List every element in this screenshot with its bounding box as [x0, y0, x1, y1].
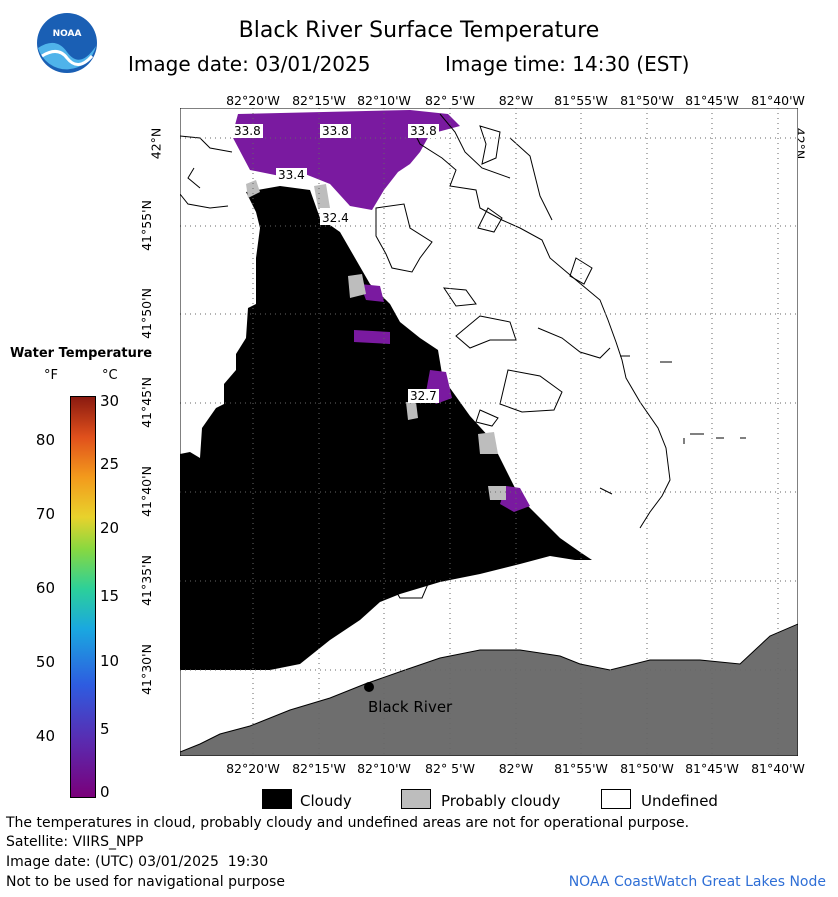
lon-tick: 82°20'W	[226, 93, 280, 108]
cloudy-swatch	[262, 789, 292, 809]
lon-tick: 81°40'W	[751, 761, 805, 776]
lat-tick: 41°40'N	[138, 466, 154, 517]
c-tick: 15	[100, 587, 120, 605]
c-tick: 25	[100, 455, 120, 473]
lon-tick: 81°55'W	[554, 93, 608, 108]
unit-fahrenheit: °F	[44, 368, 58, 383]
temp-label: 33.8	[232, 124, 263, 138]
lat-tick: 41°35'N	[138, 555, 154, 606]
logo-text: NOAA	[53, 29, 82, 39]
lon-tick: 81°55'W	[554, 761, 608, 776]
lon-tick: 82°W	[498, 761, 534, 776]
lon-tick: 81°45'W	[685, 93, 739, 108]
navigation-note: Not to be used for navigational purpose	[6, 874, 285, 890]
cloud-area	[180, 186, 592, 670]
temp-label: 32.4	[320, 211, 351, 225]
undefined-contours	[180, 113, 671, 599]
satellite-text: Satellite: VIIRS_NPP	[6, 834, 144, 850]
probably-cloudy-patch	[348, 274, 366, 298]
lon-tick: 82°15'W	[292, 761, 346, 776]
lon-tick: 82°10'W	[357, 93, 411, 108]
f-tick: 70	[35, 505, 55, 523]
lon-tick: 82°W	[498, 93, 534, 108]
lon-tick: 81°45'W	[685, 761, 739, 776]
lon-tick: 81°50'W	[620, 761, 674, 776]
c-tick: 10	[100, 652, 120, 670]
f-tick: 80	[35, 431, 55, 449]
water-temp-patch	[354, 330, 390, 344]
image-date-label: Image date: 03/01/2025	[128, 52, 371, 76]
f-tick: 50	[35, 653, 55, 671]
credit-text: NOAA CoastWatch Great Lakes Node	[568, 874, 826, 890]
black-river-marker	[364, 682, 374, 692]
color-scale-bar	[70, 396, 96, 798]
lon-tick: 82° 5'W	[425, 93, 475, 108]
lon-tick: 81°50'W	[620, 93, 674, 108]
c-tick: 5	[100, 720, 110, 738]
lat-tick: 42°N	[148, 127, 164, 160]
graticule	[180, 108, 798, 756]
disclaimer-text: The temperatures in cloud, probably clou…	[6, 815, 690, 831]
c-tick: 0	[100, 783, 110, 801]
lat-tick: 41°55'N	[138, 200, 154, 251]
noaa-logo: NOAA	[36, 12, 98, 74]
lat-tick: 41°45'N	[138, 377, 154, 428]
water-temp-patch	[500, 486, 530, 512]
lon-tick: 82° 5'W	[425, 761, 475, 776]
temp-label: 33.4	[276, 168, 307, 182]
map-title: Black River Surface Temperature	[238, 18, 600, 43]
lon-tick: 81°40'W	[751, 93, 805, 108]
probably-cloudy-patch	[478, 432, 498, 454]
cloudy-label: Cloudy	[300, 792, 352, 810]
legend-title: Water Temperature	[10, 346, 153, 361]
f-tick: 60	[35, 579, 55, 597]
utc-date-text: Image date: (UTC) 03/01/2025 19:30	[6, 854, 269, 870]
probably-cloudy-patch	[488, 486, 506, 500]
lon-tick: 82°10'W	[357, 761, 411, 776]
lat-tick: 41°30'N	[138, 644, 154, 695]
probably-cloudy-swatch	[401, 789, 431, 809]
probably-cloudy-label: Probably cloudy	[441, 792, 561, 810]
water-temp-patch	[360, 284, 384, 302]
land-area	[180, 623, 798, 756]
undefined-label: Undefined	[641, 792, 718, 810]
temp-label: 33.8	[408, 124, 439, 138]
place-label: Black River	[368, 698, 453, 716]
c-tick: 30	[100, 392, 120, 410]
image-time-label: Image time: 14:30 (EST)	[445, 52, 690, 76]
undefined-swatch	[601, 789, 631, 809]
lon-tick: 82°20'W	[226, 761, 280, 776]
temperature-map	[180, 108, 798, 756]
f-tick: 40	[35, 727, 55, 745]
temp-label: 33.8	[320, 124, 351, 138]
unit-celsius: °C	[102, 368, 118, 383]
water-temp-patch	[232, 110, 460, 210]
probably-cloudy-patch	[406, 402, 418, 420]
lon-tick: 82°15'W	[292, 93, 346, 108]
lat-tick: 41°50'N	[138, 288, 154, 339]
c-tick: 20	[100, 519, 120, 537]
undefined-dashes	[599, 355, 746, 495]
probably-cloudy-patch	[314, 184, 330, 208]
temp-label: 32.7	[408, 389, 439, 403]
